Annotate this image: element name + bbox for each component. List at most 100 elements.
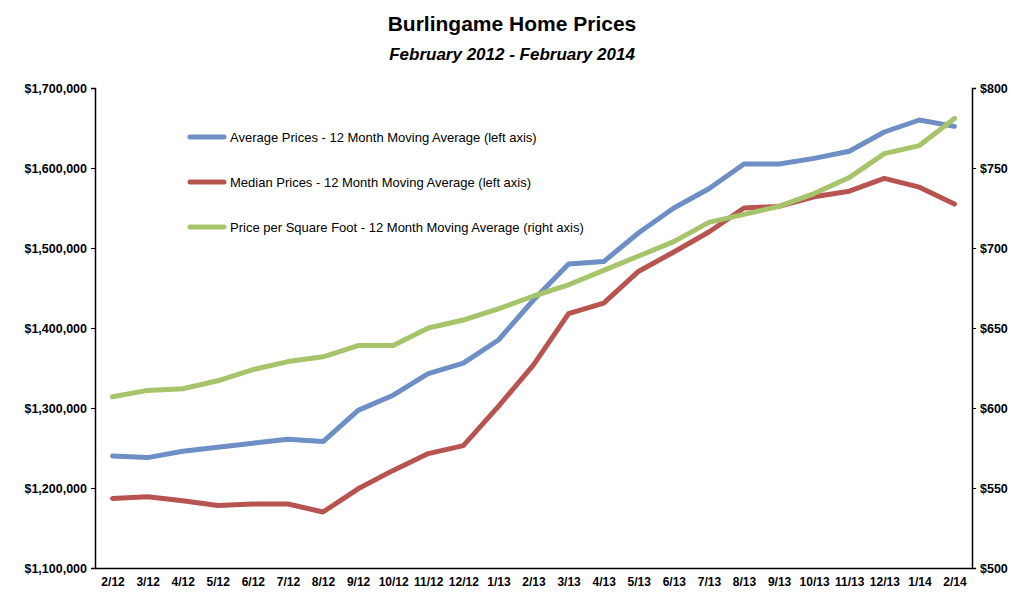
tick-label: 10/13 xyxy=(800,575,830,589)
legend-swatch xyxy=(190,180,224,185)
tick: 10/13 xyxy=(800,575,830,589)
tick: $1,600,000 xyxy=(24,162,95,176)
x-axis: 2/12 3/12 4/12 5/12 6/12 7/12 8/12 9/12 10/12 11/… xyxy=(96,569,973,589)
legend-swatch xyxy=(190,135,224,140)
tick-mark xyxy=(972,568,976,569)
tick: $1,100,000 xyxy=(24,562,95,576)
tick: 9/12 xyxy=(347,575,371,589)
tick: 3/12 xyxy=(136,575,160,589)
tick: 6/13 xyxy=(663,575,687,589)
tick: $1,500,000 xyxy=(24,242,95,256)
tick-mark xyxy=(972,408,976,409)
legend-label: Median Prices - 12 Month Moving Average … xyxy=(230,175,531,190)
axis-line xyxy=(973,89,977,569)
tick-label: 4/12 xyxy=(172,575,196,589)
tick-label: 9/12 xyxy=(347,575,371,589)
series-group xyxy=(113,118,955,512)
plot: $1,100,000 $1,200,000 $1,300,000 $1,400,000… xyxy=(24,82,1007,589)
tick: 11/13 xyxy=(835,575,865,589)
tick: 8/12 xyxy=(312,575,336,589)
tick-label: 3/13 xyxy=(557,575,581,589)
tick: 9/13 xyxy=(768,575,792,589)
y2-axis: $500$550$600$650$700$750$800 xyxy=(972,82,1008,576)
tick: 3/13 xyxy=(557,575,581,589)
subtitle: February 2012 - February 2014 xyxy=(389,45,635,64)
tick-label: 8/13 xyxy=(733,575,757,589)
legend-item: Median Prices - 12 Month Moving Average … xyxy=(190,175,531,190)
tick: 12/13 xyxy=(870,575,900,589)
tick-label: $1,500,000 xyxy=(24,242,87,256)
tick: $750 xyxy=(972,162,1008,176)
tick: 1/13 xyxy=(487,575,511,589)
tick-label: 2/12 xyxy=(101,575,125,589)
tick-label: 6/13 xyxy=(663,575,687,589)
tick-label: 9/13 xyxy=(768,575,792,589)
tick-label: 7/13 xyxy=(698,575,722,589)
tick-label: $550 xyxy=(980,482,1008,496)
tick: $500 xyxy=(972,562,1008,576)
tick: $1,700,000 xyxy=(24,82,95,96)
tick: 2/14 xyxy=(943,575,967,589)
tick: 2/13 xyxy=(522,575,546,589)
tick: 1/14 xyxy=(908,575,932,589)
tick: 6/12 xyxy=(242,575,266,589)
tick-mark xyxy=(972,168,976,169)
tick: 7/13 xyxy=(698,575,722,589)
tick: 7/12 xyxy=(277,575,301,589)
tick: 2/12 xyxy=(101,575,125,589)
tick-mark xyxy=(91,88,95,89)
tick-label: 5/12 xyxy=(207,575,231,589)
legend-label: Average Prices - 12 Month Moving Average… xyxy=(230,130,537,145)
legend-item: Average Prices - 12 Month Moving Average… xyxy=(190,130,537,145)
tick: $1,300,000 xyxy=(24,402,95,416)
tick-label: 1/14 xyxy=(908,575,932,589)
y-axis: $1,100,000 $1,200,000 $1,300,000 $1,400,000… xyxy=(24,82,95,576)
tick-label: $500 xyxy=(980,562,1008,576)
line xyxy=(113,118,955,396)
tick-label: 8/12 xyxy=(312,575,336,589)
tick-label: $1,600,000 xyxy=(24,162,87,176)
tick: 11/12 xyxy=(414,575,444,589)
tick-label: 7/12 xyxy=(277,575,301,589)
tick-label: $700 xyxy=(980,242,1008,256)
axis-line xyxy=(91,89,96,569)
tick-label: 2/14 xyxy=(943,575,967,589)
tick-label: 1/13 xyxy=(487,575,511,589)
tick-mark xyxy=(91,168,95,169)
tick-label: 11/13 xyxy=(835,575,865,589)
line xyxy=(113,178,955,512)
tick: $550 xyxy=(972,482,1008,496)
axis-line xyxy=(96,568,973,570)
tick-label: $800 xyxy=(980,82,1008,96)
tick: 12/12 xyxy=(449,575,479,589)
tick: $1,400,000 xyxy=(24,322,95,336)
tick-label: $1,700,000 xyxy=(24,82,87,96)
tick-mark xyxy=(972,88,976,89)
tick-label: 4/13 xyxy=(592,575,616,589)
tick: 5/12 xyxy=(207,575,231,589)
tick: $700 xyxy=(972,242,1008,256)
tick: 5/13 xyxy=(628,575,652,589)
tick-label: $1,100,000 xyxy=(24,562,87,576)
tick-mark xyxy=(91,568,95,569)
legend-swatch xyxy=(190,225,224,230)
tick-mark xyxy=(91,488,95,489)
legend-label: Price per Square Foot - 12 Month Moving … xyxy=(230,220,584,235)
line xyxy=(113,120,955,458)
tick-mark xyxy=(972,488,976,489)
tick: 8/13 xyxy=(733,575,757,589)
tick-label: $1,400,000 xyxy=(24,322,87,336)
tick: $600 xyxy=(972,402,1008,416)
tick-mark xyxy=(972,328,976,329)
tick: 10/12 xyxy=(379,575,409,589)
tick-label: 5/13 xyxy=(628,575,652,589)
tick-label: 10/12 xyxy=(379,575,409,589)
legend-item: Price per Square Foot - 12 Month Moving … xyxy=(190,220,584,235)
tick-label: $750 xyxy=(980,162,1008,176)
tick-mark xyxy=(91,328,95,329)
tick-mark xyxy=(91,248,95,249)
tick-label: 3/12 xyxy=(136,575,160,589)
tick-mark xyxy=(91,408,95,409)
tick-label: 6/12 xyxy=(242,575,266,589)
tick: $1,200,000 xyxy=(24,482,95,496)
